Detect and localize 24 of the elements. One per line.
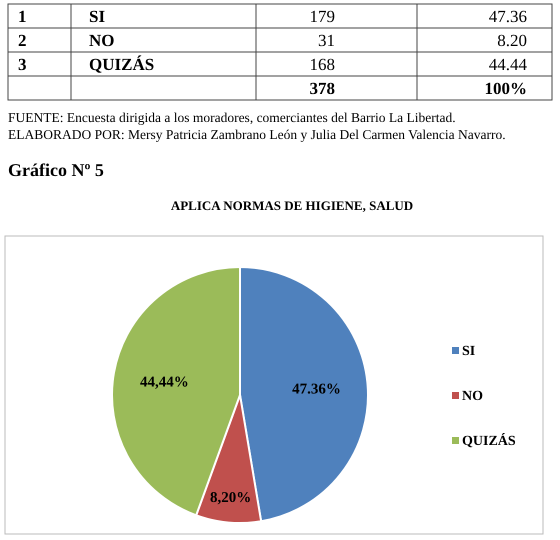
text: 1 [18,7,26,26]
text: 31 [318,31,335,50]
chart-title: APLICA NORMAS DE HIGIENE, SALUD [170,198,414,213]
text: 2 [18,31,26,50]
text: ELABORADO POR: Mersy Patricia Zambrano León y Julia Del Carmen Valencia Navarro. [8,127,506,142]
legend-label: NO [462,389,484,404]
text: 179 [310,7,335,26]
data-label: 47.36% [292,382,341,398]
chart-subtitle: Gráfico Nº 5 [8,160,104,180]
source-note: FUENTE: Encuesta dirigida a los moradores, comerciantes del Barrio La Libertad. [8,110,456,125]
text: SI [89,7,106,26]
text: 8.20 [497,31,527,50]
text: 378 [310,79,335,98]
text: NO [89,31,114,50]
text: 47.36 [488,7,527,26]
text: QUIZÁS [89,55,154,74]
text: 100% [484,79,527,98]
data-label: 44,44% [140,374,189,391]
text: 44.44 [488,55,528,74]
legend-label: SI [462,344,476,359]
legend-label: QUIZÁS [462,432,516,449]
text: 3 [18,55,26,74]
text: 168 [310,55,335,74]
data-label: 8,20% [210,490,252,506]
